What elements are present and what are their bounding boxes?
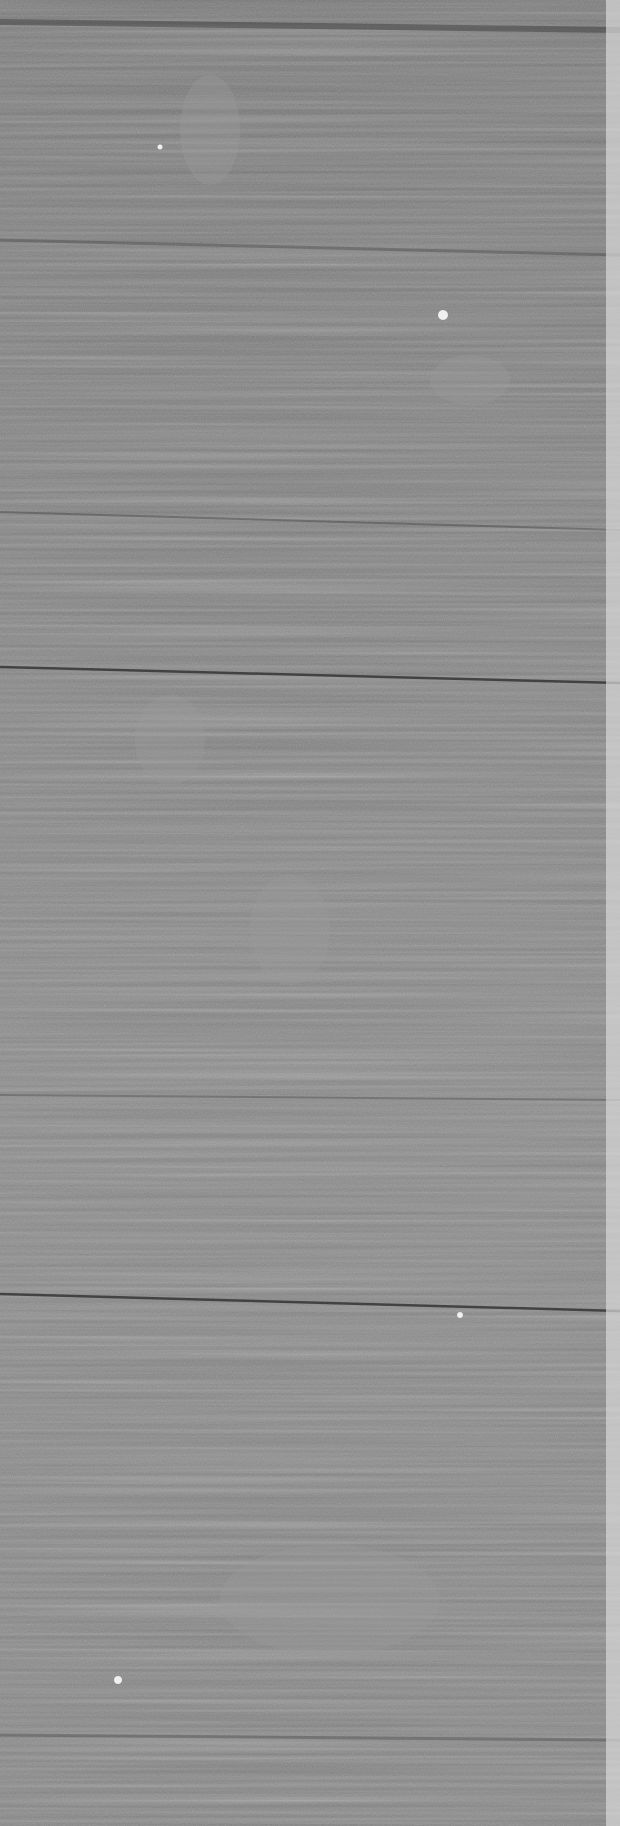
speck bbox=[157, 144, 163, 150]
scratch bbox=[0, 238, 620, 257]
smudge bbox=[430, 355, 510, 405]
speck bbox=[438, 310, 448, 320]
scratch-lines bbox=[0, 19, 620, 1742]
smudge bbox=[180, 75, 240, 185]
smudge bbox=[135, 695, 205, 785]
scratch bbox=[0, 1292, 620, 1313]
scratch bbox=[0, 1094, 620, 1101]
scratch bbox=[0, 1733, 620, 1742]
scratch bbox=[0, 665, 620, 685]
speck bbox=[114, 1676, 122, 1684]
scratch bbox=[0, 511, 620, 531]
right-edge bbox=[606, 0, 620, 1826]
smudge bbox=[250, 875, 330, 985]
speck bbox=[457, 1312, 463, 1318]
smudges bbox=[135, 75, 510, 1655]
smudge bbox=[220, 1545, 440, 1655]
specks bbox=[114, 144, 463, 1684]
scratch bbox=[0, 19, 620, 33]
